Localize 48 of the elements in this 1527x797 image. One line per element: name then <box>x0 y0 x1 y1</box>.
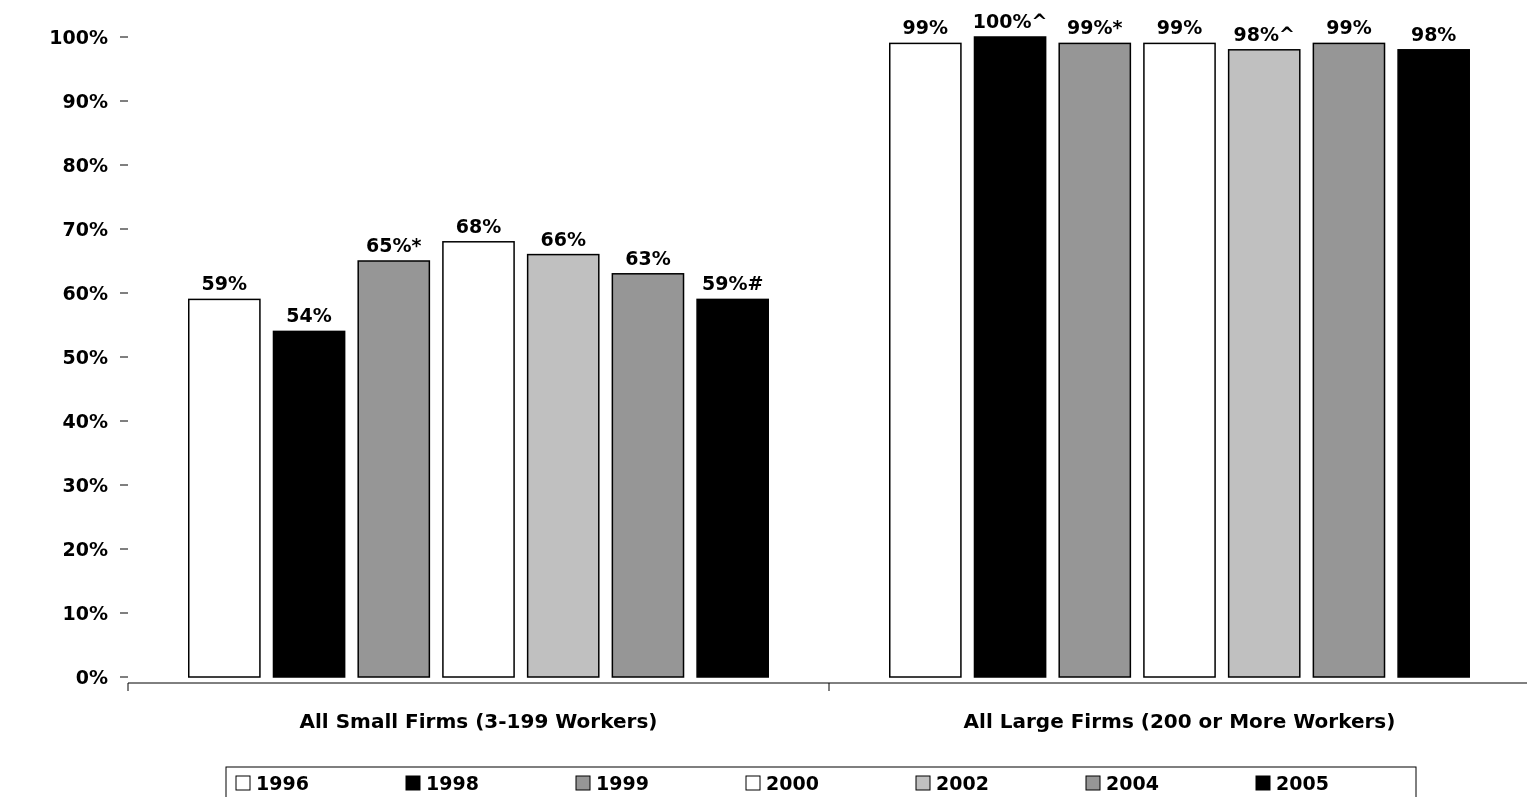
legend-label: 1996 <box>256 772 309 794</box>
data-label: 54% <box>286 304 332 327</box>
data-label: 66% <box>540 227 586 250</box>
bar <box>1058 42 1132 678</box>
data-label: 99% <box>1156 16 1203 39</box>
data-label: 98%^ <box>1233 22 1295 45</box>
y-tick-label: 0% <box>75 666 108 688</box>
legend-label: 2000 <box>766 772 819 794</box>
data-label: 59% <box>201 272 248 295</box>
data-label: 99% <box>1326 16 1372 39</box>
y-tick-label: 60% <box>62 282 108 304</box>
bar <box>611 273 685 678</box>
data-label: 65%* <box>366 234 422 256</box>
y-tick-label: 20% <box>62 538 108 560</box>
bar <box>973 36 1047 678</box>
data-label: 59%# <box>701 272 764 295</box>
x-tick-label: All Large Firms (200 or More Workers) <box>963 709 1396 733</box>
bar <box>1397 49 1470 678</box>
data-label: 100%^ <box>972 10 1048 32</box>
legend-label: 2005 <box>1276 772 1329 794</box>
legend-label: 2002 <box>936 772 989 794</box>
y-tick-label: 100% <box>49 26 108 48</box>
bar <box>442 241 515 678</box>
data-label: 99% <box>902 16 949 39</box>
legend-label: 1999 <box>596 772 649 794</box>
bar <box>272 330 346 678</box>
y-tick-label: 90% <box>62 90 108 112</box>
bar <box>889 42 962 678</box>
bar <box>526 253 600 678</box>
data-label: 68% <box>455 214 502 237</box>
bar <box>357 260 431 678</box>
legend-label: 1998 <box>426 772 479 794</box>
bar <box>188 298 261 678</box>
data-label: 99%* <box>1067 16 1123 39</box>
x-tick-label: All Small Firms (3-199 Workers) <box>299 709 658 733</box>
y-tick-label: 30% <box>62 474 108 496</box>
data-label: 98% <box>1410 22 1457 45</box>
bar <box>1312 42 1386 678</box>
data-label: 63% <box>625 246 671 269</box>
y-tick-label: 80% <box>62 154 108 176</box>
y-tick-label: 70% <box>62 218 108 240</box>
bar <box>1143 42 1216 678</box>
legend-label: 2004 <box>1106 772 1159 794</box>
bar <box>696 298 769 678</box>
y-tick-label: 40% <box>62 410 108 432</box>
bar <box>1227 49 1301 678</box>
y-tick-label: 10% <box>62 602 108 624</box>
y-tick-label: 50% <box>62 346 108 368</box>
